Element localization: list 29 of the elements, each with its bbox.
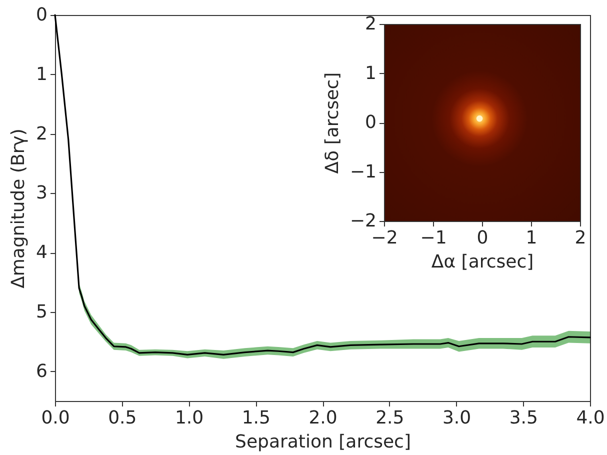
y-tick-label: 0 [36, 4, 48, 26]
y-tick-label: 0 [365, 112, 376, 133]
y-tick-label: 4 [36, 242, 48, 264]
x-axis-title: Separation [arcsec] [235, 432, 411, 452]
x-tick-label: 0 [476, 228, 488, 248]
y-tick-label: 6 [36, 360, 48, 382]
x-tick-label: 3.0 [442, 408, 472, 428]
y-tick-label: 1 [365, 62, 376, 84]
y-tick-label: 3 [36, 182, 48, 204]
y-tick-label: −1 [350, 161, 376, 182]
x-tick-label: 3.5 [509, 408, 538, 428]
y-tick-label: −2 [350, 210, 376, 232]
y-tick-label: 2 [36, 123, 48, 144]
x-tick-label: 0.0 [41, 408, 70, 428]
x-tick-label: 0.5 [108, 408, 137, 428]
y-axis-title: Δmagnitude (Brγ) [8, 128, 30, 288]
y-tick-label: 1 [36, 64, 48, 85]
x-tick-label: 1 [526, 228, 538, 248]
x-axis-title: Δα [arcsec] [431, 252, 534, 272]
x-tick-label: 1.5 [242, 408, 270, 428]
x-tick-label: 4.0 [576, 408, 605, 428]
x-tick-label: 2.0 [308, 408, 338, 428]
y-tick-label: 5 [36, 301, 48, 322]
x-tick-label: 2.5 [376, 408, 404, 428]
x-tick-label: 2 [574, 228, 586, 248]
y-tick-label: 2 [365, 14, 376, 34]
y-axis-title: Δδ [arcsec] [322, 72, 343, 174]
x-tick-label: 1.0 [174, 408, 204, 428]
x-tick-label: −1 [420, 228, 447, 248]
